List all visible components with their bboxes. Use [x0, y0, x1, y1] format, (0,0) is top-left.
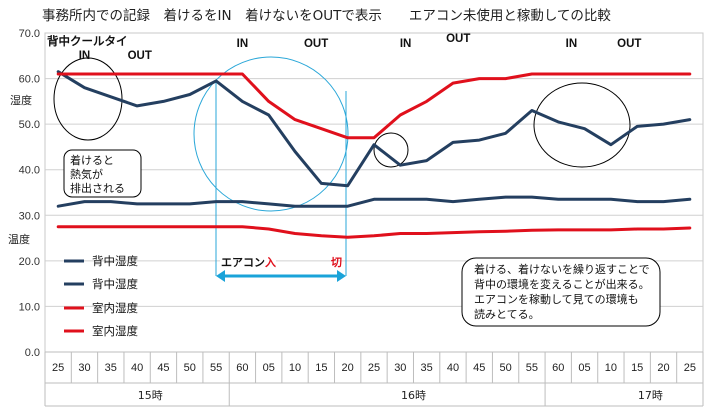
x-tick-label: 45: [157, 362, 169, 374]
aircon-on-label: 入: [265, 256, 276, 269]
y-axis-ticks: 0.0 10.0 20.0 30.0 40.0 50.0 60.0 70.0: [19, 28, 40, 359]
y-tick-label: 70.0: [19, 28, 40, 40]
x-tick-label: 10: [289, 362, 301, 374]
aircon-arrow-right-head: [337, 270, 346, 282]
series-line-2: [56, 195, 692, 208]
y-tick-label: 0.0: [25, 347, 40, 359]
x-tick-label: 20: [657, 362, 669, 374]
x-tick-label: 55: [526, 362, 538, 374]
chart-title: 事務所内での記録 着けるをIN 着けないをOUTで表示 エアコン未使用と稼動して…: [42, 7, 611, 24]
y-label-humidity: 湿度: [10, 93, 32, 107]
x-tick-label: 45: [473, 362, 485, 374]
x-tick-label: 35: [421, 362, 433, 374]
summary-note-box: [461, 257, 661, 327]
aircon-period-circle: [193, 56, 349, 212]
y-tick-label: 50.0: [19, 119, 40, 131]
sweat-note-line-3: 排出される: [70, 181, 125, 195]
series-line-3: [56, 72, 692, 140]
series-layer: [56, 70, 692, 239]
aircon-off-label: 切: [331, 256, 342, 269]
x-tick-label: 35: [105, 362, 117, 374]
summary-line-2: 背中の環境を変えることが出来る。: [474, 277, 650, 291]
summary-line-4: 読みとてる。: [474, 307, 540, 321]
x-tick-label: 25: [368, 362, 380, 374]
x-tick-label: 55: [210, 362, 222, 374]
hour-label: 15時: [138, 389, 163, 402]
y-tick-label: 20.0: [19, 256, 40, 268]
x-tick-label: 30: [78, 362, 90, 374]
in-out-label: OUT: [304, 38, 328, 50]
in-out-circle-1: [53, 57, 123, 141]
small-circle: [373, 132, 409, 168]
sweat-note-line-1: 着けると: [70, 153, 114, 167]
x-tick-label: 30: [394, 362, 406, 374]
x-tick-label: 20: [342, 362, 354, 374]
in-out-label: OUT: [617, 38, 641, 50]
in-out-label: OUT: [446, 33, 470, 45]
y-tick-label: 10.0: [19, 301, 40, 313]
x-tick-label: 60: [552, 362, 564, 374]
x-tick-label: 60: [236, 362, 248, 374]
in-out-labels: IN OUT IN OUT IN OUT IN OUT: [79, 33, 642, 62]
hour-label: 17時: [638, 389, 663, 402]
legend-label: 背中湿度: [92, 277, 138, 291]
x-tick-label: 50: [184, 362, 196, 374]
x-axis: 25 30 35 40 45 50 55 60 05 10 15 20 25 30 35 40 45 50 55 60…: [44, 351, 704, 407]
hour-label: 16時: [401, 389, 426, 402]
legend-label: 室内湿度: [92, 301, 138, 315]
summary-line-1: 着ける、着けないを繰り返すことで: [474, 262, 650, 276]
x-tick-label: 15: [315, 362, 327, 374]
in-out-label: IN: [237, 38, 249, 50]
sweat-note-line-2: 熱気が: [70, 167, 103, 181]
y-tick-label: 40.0: [19, 165, 40, 177]
in-out-label: OUT: [128, 50, 152, 62]
aircon-label-bg: [220, 254, 276, 269]
x-tick-label: 40: [131, 362, 143, 374]
in-out-circle-2: [533, 82, 631, 168]
aircon-arrow-left-head: [216, 270, 225, 282]
legend-label: 背中湿度: [92, 254, 138, 268]
x-tick-label: 15: [631, 362, 643, 374]
series-line-4: [56, 225, 692, 239]
x-tick-label: 50: [499, 362, 511, 374]
x-tick-label: 05: [263, 362, 275, 374]
y-tick-label: 30.0: [19, 210, 40, 222]
y-label-temperature: 温度: [8, 232, 30, 246]
in-out-label: IN: [566, 38, 578, 50]
x-tick-label: 25: [52, 362, 64, 374]
in-out-label: IN: [79, 50, 91, 62]
x-tick-label: 40: [447, 362, 459, 374]
in-out-label: IN: [400, 38, 412, 50]
sweat-note-box: [63, 149, 142, 198]
aircon-label: エアコン: [221, 256, 265, 269]
x-tick-label: 10: [605, 362, 617, 374]
x-tick-label: 05: [578, 362, 590, 374]
x-tick-label: 25: [684, 362, 696, 374]
summary-line-3: エアコンを稼動して見ての環境も: [474, 292, 639, 306]
back-cool-label: 背中クールタイ: [47, 34, 128, 48]
legend-label: 室内湿度: [92, 324, 138, 338]
series-line-1: [56, 70, 692, 188]
y-tick-label: 60.0: [19, 74, 40, 86]
